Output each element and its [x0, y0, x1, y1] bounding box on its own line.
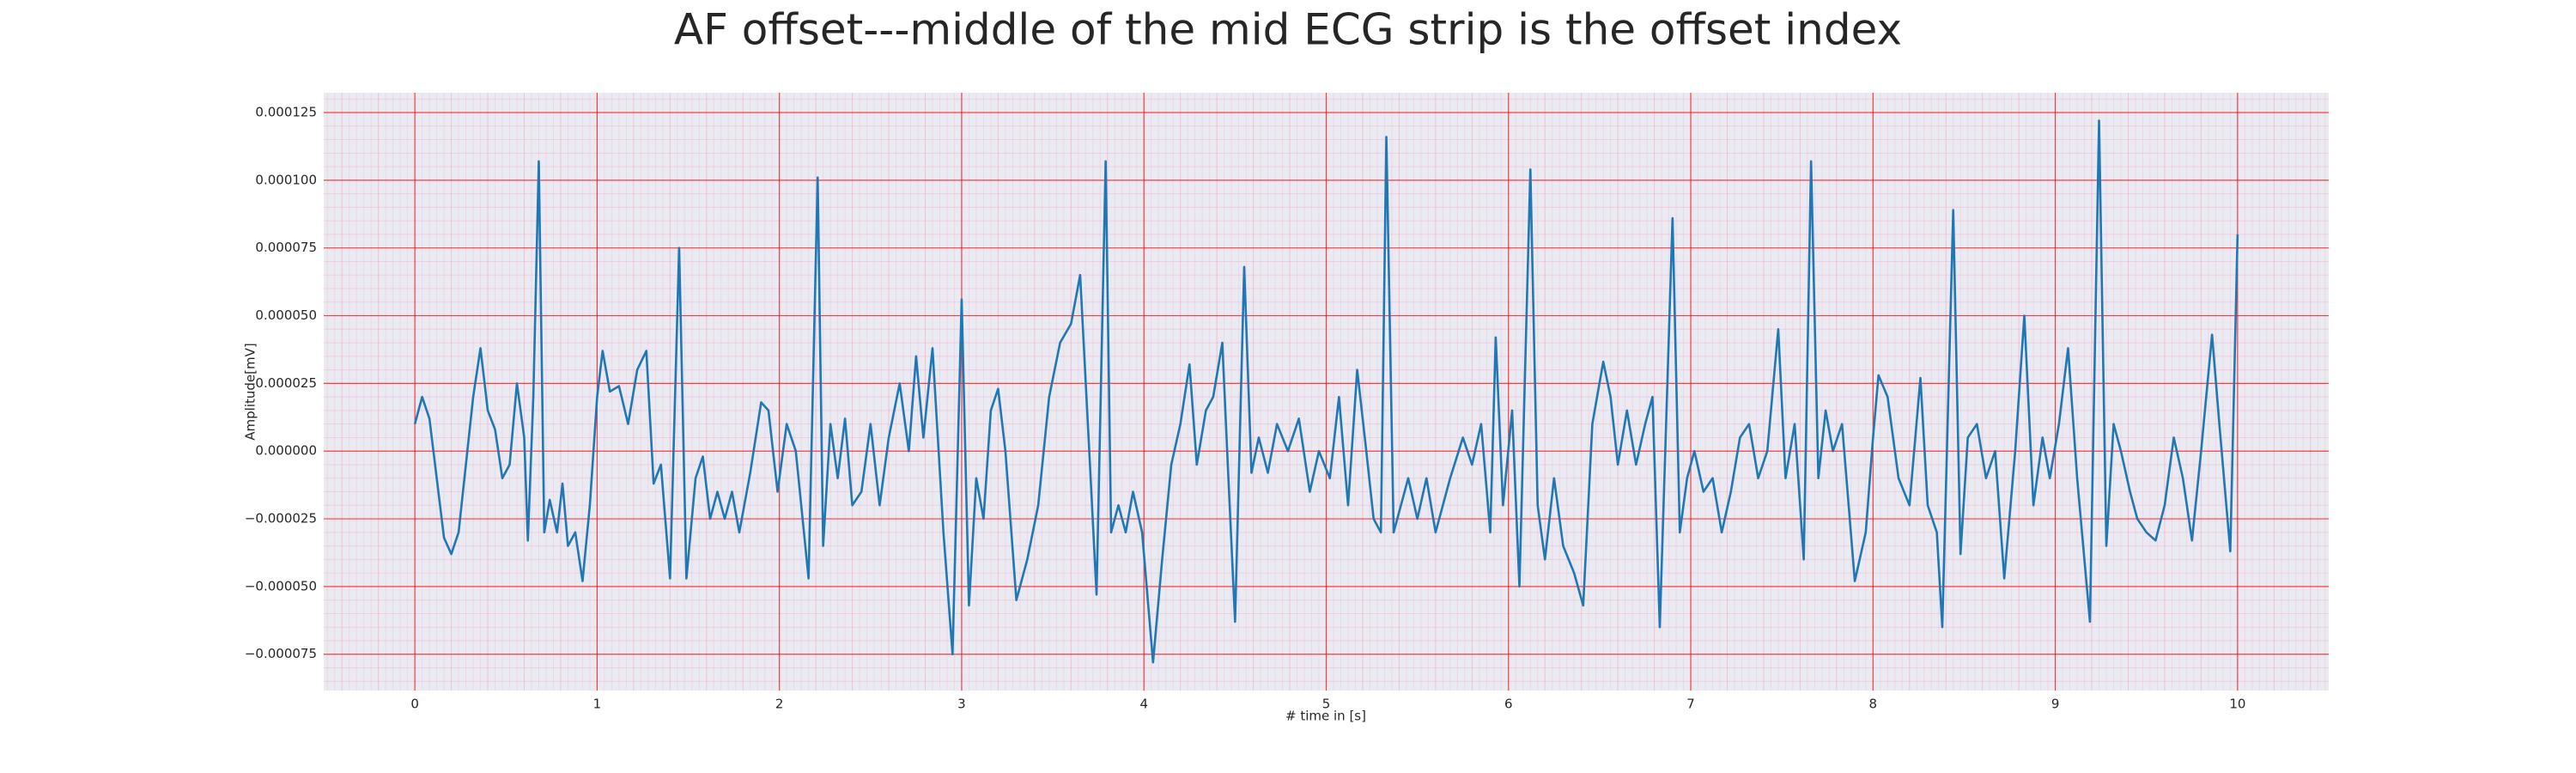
x-tick-label: 9	[2051, 697, 2060, 712]
x-tick-label: 5	[1322, 697, 1331, 712]
ecg-line	[413, 119, 2239, 664]
x-tick-label: 0	[410, 697, 419, 712]
y-tick-label: 0.000025	[255, 375, 317, 391]
y-tick-label: 0.000100	[255, 172, 317, 187]
x-tick-label: 3	[957, 697, 966, 712]
y-tick-label: −0.000025	[245, 511, 317, 526]
x-tick-label: 10	[2229, 697, 2245, 712]
x-axis-label: # time in [s]	[1285, 709, 1366, 724]
x-tick-label: 4	[1139, 697, 1148, 712]
minor-grid	[324, 93, 2329, 691]
x-tick-label: 6	[1504, 697, 1513, 712]
x-tick-label: 2	[775, 697, 784, 712]
y-axis-label: Amplitude[mV]	[243, 343, 258, 440]
y-tick-label: 0.000125	[255, 105, 317, 120]
y-tick-label: 0.000000	[255, 443, 317, 459]
y-tick-label: 0.000050	[255, 307, 317, 323]
x-tick-label: 7	[1686, 697, 1695, 712]
x-tick-label: 8	[1869, 697, 1878, 712]
y-tick-label: −0.000075	[245, 646, 317, 661]
x-tick-label: 1	[593, 697, 602, 712]
y-tick-label: −0.000050	[245, 578, 317, 593]
chart-title: AF offset---middle of the mid ECG strip …	[674, 5, 1902, 55]
y-tick-label: 0.000075	[255, 240, 317, 255]
